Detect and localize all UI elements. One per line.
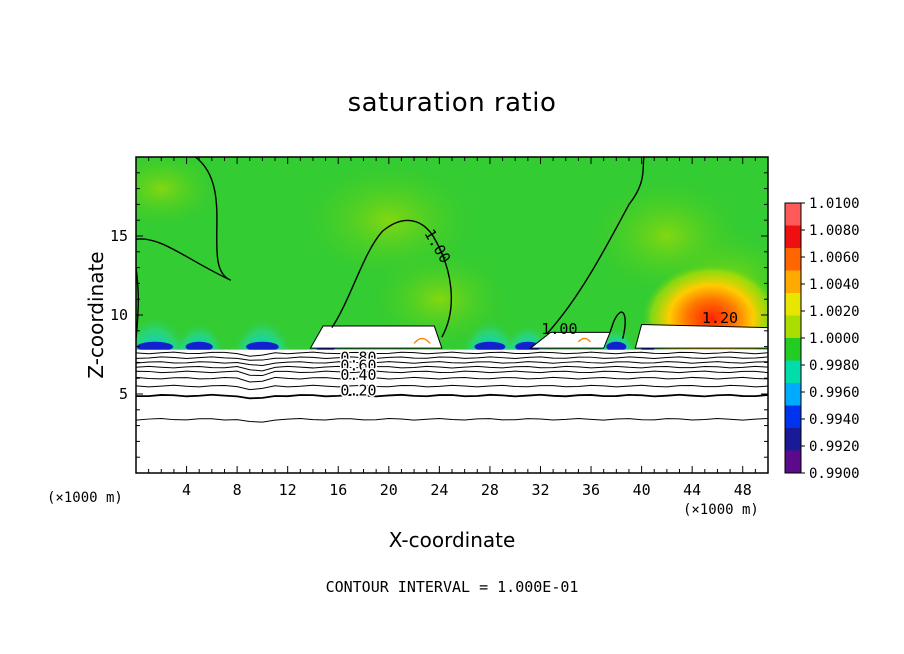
y-tick-label: 15 xyxy=(110,227,128,245)
contour-interval-footer: CONTOUR INTERVAL = 1.000E-01 xyxy=(325,578,579,596)
colorbar-label: 0.9940 xyxy=(809,412,860,428)
x-unit-label-left: (×1000 m) xyxy=(47,490,123,506)
contour-line-1-00 xyxy=(609,311,626,339)
subsaturated-core xyxy=(515,341,541,352)
orange-contour xyxy=(577,337,591,343)
x-tick-label: 4 xyxy=(182,481,191,499)
colorbar-swatch xyxy=(785,338,801,361)
orange-contour xyxy=(413,337,431,344)
subsaturated-core xyxy=(185,341,213,352)
colorbar-label: 1.0040 xyxy=(809,277,860,293)
contour-line-dry xyxy=(136,393,768,400)
chart-title: saturation ratio xyxy=(347,88,557,118)
colorbar-label: 0.9920 xyxy=(809,439,860,455)
cloud-region-1 xyxy=(309,325,443,349)
colorbar-label: 1.0080 xyxy=(809,223,860,239)
x-tick-label: 16 xyxy=(329,481,347,499)
x-tick-label: 24 xyxy=(430,481,448,499)
contour-line-dry xyxy=(136,370,768,377)
colorbar-swatch xyxy=(785,248,801,271)
y-tick-label: 5 xyxy=(119,385,128,403)
contour-label: 0.20 xyxy=(340,382,376,400)
contour-label: 0.40 xyxy=(340,366,376,384)
cloud-region-3 xyxy=(634,323,768,349)
subsaturated-core xyxy=(246,341,279,352)
contour-label: 0.80 xyxy=(340,348,376,366)
colorbar-swatch xyxy=(785,405,801,429)
y-tick-label: 10 xyxy=(110,306,128,324)
contour-line-dry xyxy=(136,361,768,367)
subsaturated-core xyxy=(136,341,174,352)
x-tick-label: 48 xyxy=(734,481,752,499)
colorbar-swatch xyxy=(785,360,801,384)
colorbar-swatch xyxy=(785,225,801,249)
colorbar-swatch xyxy=(785,315,801,339)
colorbar-swatch xyxy=(785,293,801,316)
contour-line-dry xyxy=(136,351,768,357)
colorbar-label: 1.0000 xyxy=(809,331,860,347)
x-tick-label: 20 xyxy=(380,481,398,499)
contour-line-dry xyxy=(136,356,768,361)
colorbar-swatch xyxy=(785,428,801,451)
colorbar-label: 1.0020 xyxy=(809,304,860,320)
contour-line-1-00 xyxy=(331,219,452,338)
colorbar: 1.0100 1.0080 1.0060 1.0040 1.0020 1.0000 0.99… xyxy=(784,196,860,482)
x-tick-label: 28 xyxy=(481,481,499,499)
subsaturated-core xyxy=(474,341,506,352)
colorbar-swatch xyxy=(785,450,801,474)
subsaturated-core xyxy=(606,341,627,352)
y-axis-label: Z-coordinate xyxy=(84,251,108,379)
x-axis-label: X-coordinate xyxy=(388,528,516,552)
dry-layer xyxy=(136,349,768,473)
contour-line-dry xyxy=(136,417,768,423)
colorbar-label: 1.0100 xyxy=(809,196,860,212)
contour-line-dry xyxy=(136,376,768,383)
colorbar-label: 0.9960 xyxy=(809,385,860,401)
x-tick-label: 8 xyxy=(233,481,242,499)
colorbar-swatch xyxy=(785,203,801,226)
x-unit-label-right: (×1000 m) xyxy=(683,502,759,518)
x-tick-label: 36 xyxy=(582,481,600,499)
colorbar-swatch xyxy=(785,383,801,406)
x-tick-label: 40 xyxy=(633,481,651,499)
x-tick-label: 32 xyxy=(531,481,549,499)
contour-label: 1.00 xyxy=(541,320,577,338)
contour-line-dry xyxy=(136,365,768,372)
contour-line-1-00 xyxy=(136,157,232,281)
x-tick-label: 12 xyxy=(279,481,297,499)
colorbar-swatch xyxy=(785,270,801,294)
contour-line-1-00 xyxy=(546,157,645,335)
contour-label: 0.60 xyxy=(340,356,376,374)
contour-line-dry xyxy=(136,384,768,391)
contour-label: 1.20 xyxy=(702,309,738,327)
moist-region xyxy=(136,157,222,229)
colorbar-label: 0.9980 xyxy=(809,358,860,374)
heatmap-field: 1.001.001.200.800.600.400.20 xyxy=(136,157,768,473)
colorbar-label: 1.0060 xyxy=(809,250,860,266)
colorbar-label: 0.9900 xyxy=(809,466,860,482)
x-tick-label: 44 xyxy=(683,481,701,499)
